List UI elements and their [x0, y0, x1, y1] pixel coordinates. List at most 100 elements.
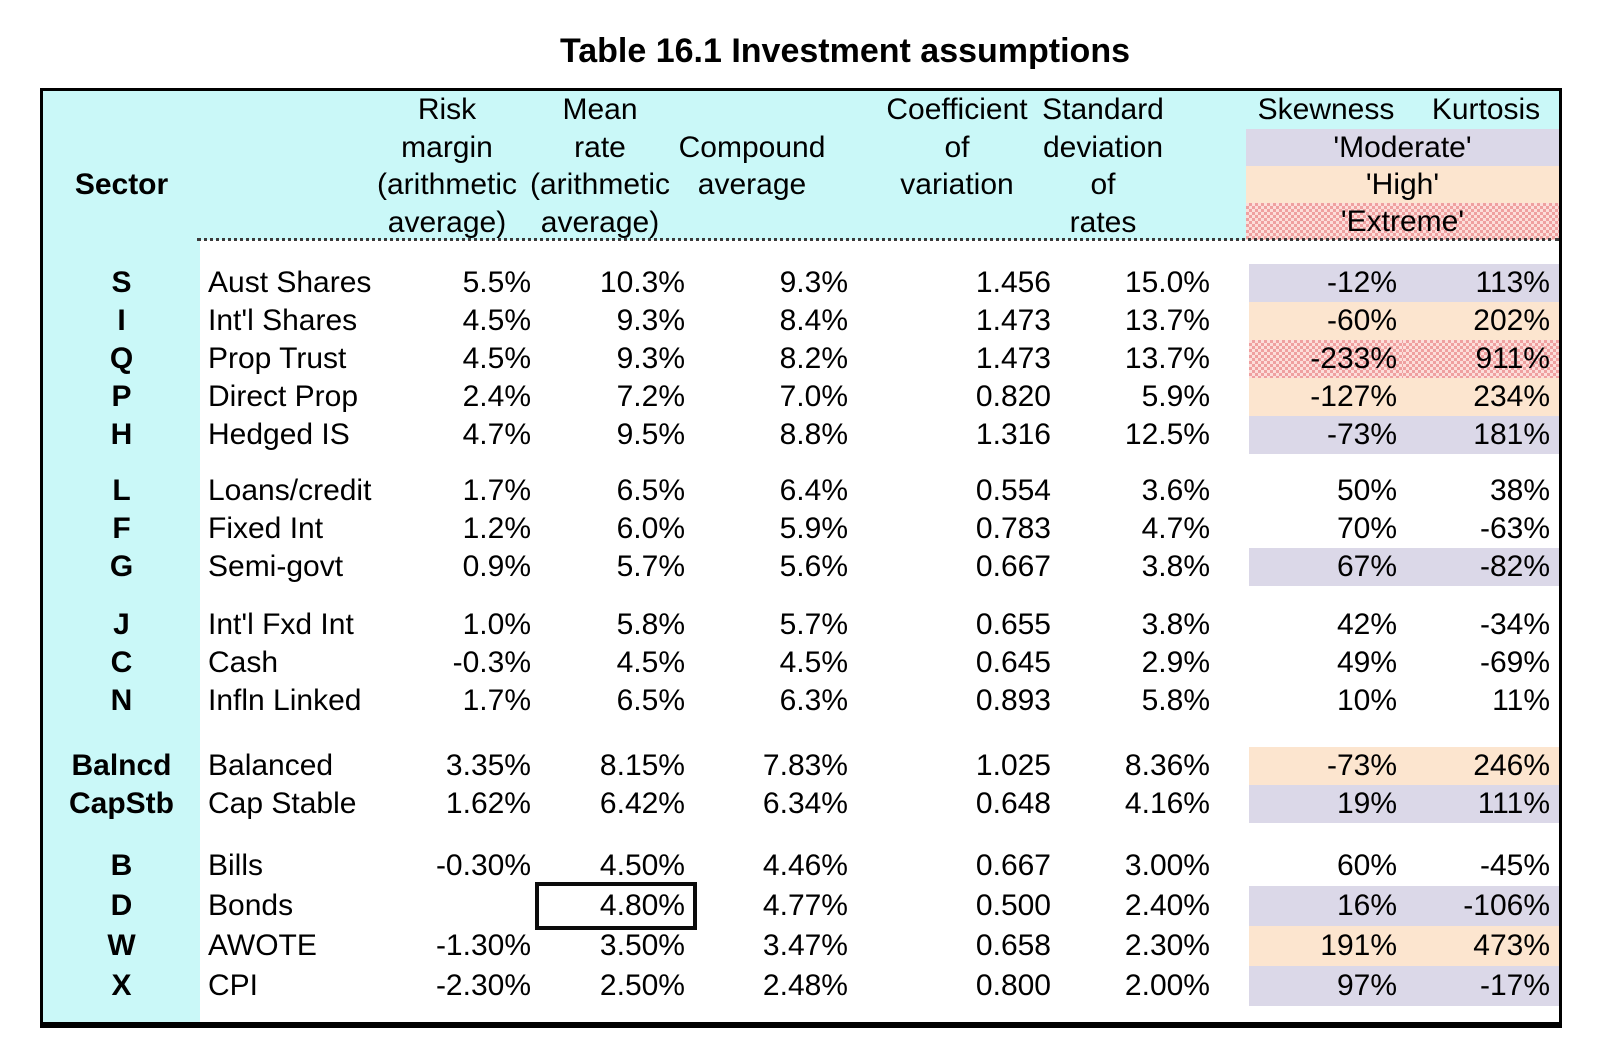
cell-name: Cap Stable: [208, 787, 357, 820]
cell-spacer: [1210, 340, 1249, 378]
cell-skew: -60%: [1249, 302, 1403, 340]
cell-sd: 4.7%: [1141, 512, 1210, 545]
cell-kurt: -17%: [1403, 966, 1559, 1006]
header-sd-line4: rates: [1069, 205, 1137, 239]
cell-kurt: -34%: [1479, 608, 1550, 641]
cell-compound: 8.4%: [779, 304, 848, 337]
cell-kurt: -45%: [1479, 849, 1550, 882]
header-sd-line2: deviation: [1042, 130, 1164, 164]
table-header: Sector Risk margin (arithmetic average) …: [43, 91, 1559, 241]
cell-mean: 5.7%: [616, 550, 685, 583]
cell-compound: 7.0%: [779, 380, 848, 413]
table-body: S Aust Shares 5.5% 10.3% 9.3% 1.456 15.0% -12% 1…: [43, 264, 1559, 1006]
cell-risk: 1.0%: [462, 608, 531, 641]
cell-name: Cash: [208, 646, 279, 679]
header-cov-line2: of: [944, 130, 970, 164]
cell-sd: 2.00%: [1124, 969, 1210, 1002]
cell-sd: 5.9%: [1141, 380, 1210, 413]
cell-spacer: [1210, 846, 1249, 886]
cell-kurt: 181%: [1403, 416, 1559, 454]
cell-spacer: [1210, 548, 1249, 586]
cell-name: Bonds: [208, 889, 294, 922]
header-dotted-divider: [197, 238, 1559, 241]
cell-compound: 3.47%: [762, 929, 848, 962]
header-risk-line2: margin: [401, 130, 493, 164]
header-skewness: Skewness: [1226, 91, 1426, 129]
cell-cov: 0.800: [975, 969, 1051, 1002]
header-kurtosis: Kurtosis: [1396, 91, 1576, 129]
cell-risk: 4.7%: [462, 418, 531, 451]
table-row-Balncd: Balncd Balanced 3.35% 8.15% 7.83% 1.025 8.36% -…: [43, 747, 1559, 785]
cell-skew: -73%: [1249, 416, 1403, 454]
table-row-L: L Loans/credit 1.7% 6.5% 6.4% 0.554 3.6% 50% 38%: [43, 472, 1559, 510]
cell-spacer: [1210, 302, 1249, 340]
cell-skew: 10%: [1336, 684, 1397, 717]
cell-code: I: [117, 304, 126, 337]
table-row-S: S Aust Shares 5.5% 10.3% 9.3% 1.456 15.0% -12% 1…: [43, 264, 1559, 302]
cell-compound: 8.8%: [779, 418, 848, 451]
cell-cov: 1.456: [975, 266, 1051, 299]
cell-spacer: [1210, 682, 1249, 720]
cell-cov: 1.473: [975, 304, 1051, 337]
cell-mean: 3.50%: [599, 929, 685, 962]
cell-name: Semi-govt: [208, 550, 344, 583]
cell-compound: 9.3%: [779, 266, 848, 299]
cell-mean: 10.3%: [599, 266, 685, 299]
cell-code: CapStb: [69, 787, 174, 820]
cell-code: N: [110, 684, 133, 717]
cell-name: CPI: [208, 969, 259, 1002]
cell-sd: 2.9%: [1141, 646, 1210, 679]
header-sd-line3: of: [1090, 168, 1116, 201]
cell-skew: 70%: [1336, 512, 1397, 545]
cell-name: Aust Shares: [208, 266, 372, 299]
table-row-I: I Int'l Shares 4.5% 9.3% 8.4% 1.473 13.7% -60% 2…: [43, 302, 1559, 340]
cell-skew: -73%: [1249, 747, 1403, 785]
cell-risk: 0.9%: [462, 550, 531, 583]
table-row-G: G Semi-govt 0.9% 5.7% 5.6% 0.667 3.8% 67% -82%: [43, 548, 1559, 586]
table-row-B: B Bills -0.30% 4.50% 4.46% 0.667 3.00% 60% -45%: [43, 846, 1559, 886]
cell-spacer: [1210, 606, 1249, 644]
table-title: Table 16.1 Investment assumptions: [560, 32, 1130, 70]
cell-code: Balncd: [71, 749, 172, 782]
cell-mean: 6.42%: [599, 787, 685, 820]
cell-compound: 2.48%: [762, 969, 848, 1002]
header-sector: Sector: [43, 166, 200, 204]
severity-band-extreme: 'Extreme': [1246, 203, 1559, 240]
sector-group-4: B Bills -0.30% 4.50% 4.46% 0.667 3.00% 60% -45% D…: [43, 846, 1559, 1006]
cell-risk: 1.62%: [445, 787, 531, 820]
cell-skew: 19%: [1249, 785, 1403, 823]
cell-compound: 6.34%: [762, 787, 848, 820]
cell-kurt: 473%: [1403, 926, 1559, 966]
cell-spacer: [1210, 472, 1249, 510]
sector-group-0: S Aust Shares 5.5% 10.3% 9.3% 1.456 15.0% -12% 1…: [43, 264, 1559, 454]
severity-band-moderate: 'Moderate': [1246, 128, 1559, 166]
table-row-N: N Infln Linked 1.7% 6.5% 6.3% 0.893 5.8% 10% 11%: [43, 682, 1559, 720]
cell-sd: 2.40%: [1124, 889, 1210, 922]
cell-risk: 5.5%: [462, 266, 531, 299]
table-row-H: H Hedged IS 4.7% 9.5% 8.8% 1.316 12.5% -73% 181%: [43, 416, 1559, 454]
cell-mean: 6.5%: [616, 684, 685, 717]
cell-compound: 5.6%: [779, 550, 848, 583]
header-risk-line1: Risk: [417, 93, 477, 126]
header-compound-line2: average: [697, 168, 807, 201]
cell-cov: 0.783: [975, 512, 1051, 545]
cell-name: Infln Linked: [208, 684, 362, 717]
cell-compound: 5.7%: [779, 608, 848, 641]
table-row-CapStb: CapStb Cap Stable 1.62% 6.42% 6.34% 0.648 4.16…: [43, 785, 1559, 823]
cell-skew: 42%: [1336, 608, 1397, 641]
cell-risk: [393, 886, 531, 926]
cell-spacer: [1210, 510, 1249, 548]
cell-code: P: [111, 380, 132, 413]
cell-spacer: [1210, 886, 1249, 926]
cell-sd: 8.36%: [1124, 749, 1210, 782]
header-mean-line1: Mean: [562, 93, 638, 126]
cell-risk: 1.7%: [462, 684, 531, 717]
header-mean-line2: rate: [574, 130, 626, 164]
cell-name: Loans/credit: [208, 474, 372, 507]
cell-compound: 6.4%: [779, 474, 848, 507]
cell-mean: 8.15%: [599, 749, 685, 782]
table-row-D: D Bonds 4.80% 4.77% 0.500 2.40% 16% -106%: [43, 882, 1559, 930]
cell-risk: 3.35%: [445, 749, 531, 782]
header-cov-line3: variation: [900, 168, 1014, 201]
